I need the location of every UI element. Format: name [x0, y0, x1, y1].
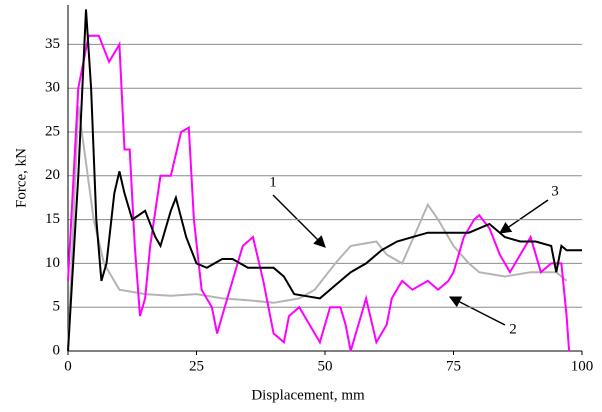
series-label: 2	[509, 321, 517, 337]
y-axis-label: Force, kN	[13, 148, 29, 208]
series-label: 1	[269, 174, 277, 190]
y-tick-label: 5	[53, 299, 61, 315]
series-label: 3	[551, 183, 559, 199]
y-tick-label: 25	[45, 123, 60, 139]
y-tick-label: 35	[45, 36, 60, 52]
y-tick-label: 10	[45, 255, 60, 271]
annotation-arrow	[448, 296, 506, 326]
y-tick-label: 30	[45, 80, 60, 96]
line-series	[67, 9, 582, 352]
y-tick-label: 0	[53, 342, 61, 358]
line-series	[67, 34, 571, 352]
x-tick-label: 50	[318, 358, 333, 374]
y-tick-label: 20	[45, 167, 60, 183]
y-tick-label: 15	[45, 211, 60, 227]
annotation-arrow	[272, 194, 326, 248]
annotation-arrow	[499, 199, 549, 234]
x-tick-label: 75	[446, 358, 461, 374]
x-tick-label: 0	[64, 358, 72, 374]
x-tick-label: 100	[571, 358, 594, 374]
x-tick-label: 25	[189, 358, 204, 374]
x-axis-label: Displacement, mm	[251, 387, 365, 403]
line-series	[67, 105, 568, 352]
